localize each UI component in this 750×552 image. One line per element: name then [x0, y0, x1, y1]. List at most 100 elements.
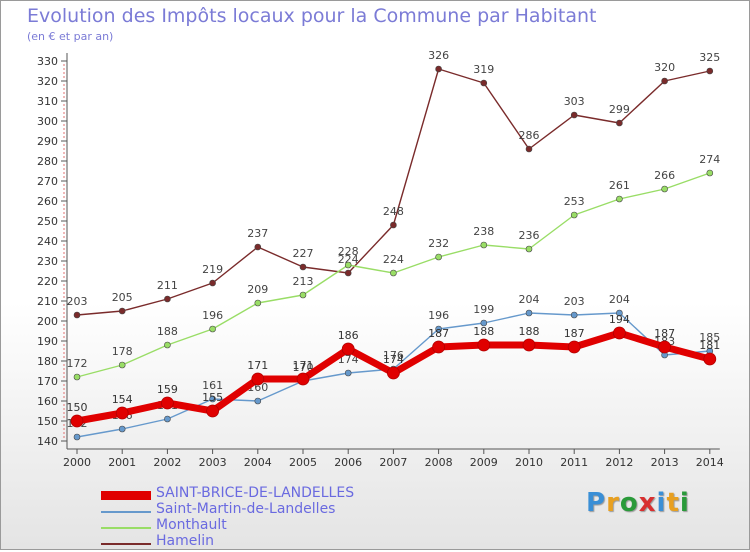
data-point — [209, 279, 216, 287]
data-label: 172 — [67, 357, 88, 370]
y-tick-label: 290 — [37, 135, 58, 148]
y-tick-label: 190 — [37, 335, 58, 348]
y-tick-label: 200 — [37, 315, 58, 328]
y-tick-label: 300 — [37, 115, 58, 128]
data-point — [435, 65, 442, 73]
legend-label-monthault: Monthault — [156, 517, 227, 533]
data-point — [658, 340, 671, 354]
logo-letter: i — [656, 488, 667, 518]
series-hamelin: 203 205 211 219 237 227 224 248 326 319 286 303 299 3… — [67, 49, 720, 319]
data-point — [567, 340, 581, 354]
data-point — [522, 338, 536, 352]
data-point — [118, 425, 126, 433]
data-label: 326 — [428, 49, 449, 62]
data-point — [386, 366, 400, 380]
series-saint-brice-de-landelles: 150 154 159 155 171 171 186 174 187 188 188 187 194 1… — [67, 313, 720, 428]
data-label: 178 — [112, 345, 133, 358]
data-label: 203 — [564, 295, 585, 308]
x-tick-label: 2011 — [560, 456, 588, 469]
x-tick-label: 2012 — [605, 456, 633, 469]
data-label: 199 — [473, 303, 494, 316]
data-point — [432, 340, 446, 354]
y-tick-label: 280 — [37, 155, 58, 168]
data-point — [661, 77, 668, 85]
data-label: 224 — [383, 253, 404, 266]
data-point — [344, 261, 352, 269]
data-point — [525, 145, 533, 153]
data-point — [616, 309, 623, 317]
x-tick-label: 2014 — [696, 456, 724, 469]
legend-swatch-saint-martin — [101, 511, 151, 513]
legend-label-saint-martin: Saint-Martin-de-Landelles — [156, 501, 336, 517]
x-tick-label: 2002 — [153, 456, 181, 469]
data-point — [703, 352, 717, 366]
data-label: 204 — [519, 293, 540, 306]
data-point — [344, 269, 352, 277]
logo-letter: o — [619, 488, 639, 518]
data-point — [73, 373, 81, 381]
data-point — [706, 67, 714, 75]
x-tick-label: 2006 — [334, 456, 362, 469]
y-tick-label: 270 — [37, 175, 58, 188]
data-point — [118, 361, 126, 369]
logo-letter: t — [666, 488, 680, 518]
data-label: 204 — [609, 293, 630, 306]
x-tick-label: 2007 — [379, 456, 407, 469]
y-tick-label: 310 — [37, 95, 58, 108]
data-label: 171 — [293, 359, 314, 372]
data-point — [480, 79, 488, 87]
chart-series: 203 205 211 219 237 227 224 248 326 319 286 303 299 3… — [67, 49, 720, 441]
chart-axes: 140 150 160 170 180 190 200 210 220 230 240 250 260 2… — [37, 53, 724, 469]
data-label: 185 — [699, 331, 720, 344]
data-label: 237 — [247, 227, 268, 240]
data-label: 203 — [67, 295, 88, 308]
data-label: 170 — [293, 361, 314, 374]
data-point — [480, 319, 488, 327]
data-label: 150 — [67, 401, 88, 414]
data-label: 187 — [654, 327, 675, 340]
data-label: 159 — [157, 383, 178, 396]
data-point — [251, 372, 265, 386]
legend-swatch-hamelin — [101, 543, 151, 545]
data-point — [477, 338, 491, 352]
data-point — [344, 369, 352, 377]
data-label: 171 — [247, 359, 268, 372]
data-label: 238 — [473, 225, 494, 238]
proxiti-logo: Proxiti — [586, 488, 690, 518]
data-point — [570, 211, 578, 219]
y-tick-label: 220 — [37, 275, 58, 288]
y-tick-label: 170 — [37, 375, 58, 388]
data-label: 161 — [202, 379, 223, 392]
legend-swatch-monthault — [101, 527, 151, 529]
legend-label-saint-brice: SAINT-BRICE-DE-LANDELLES — [156, 485, 355, 501]
y-tick-label: 230 — [37, 255, 58, 268]
data-point — [480, 241, 488, 249]
data-point — [73, 433, 81, 441]
data-point — [570, 311, 578, 319]
data-label: 181 — [699, 339, 720, 352]
data-point — [296, 372, 310, 386]
data-point — [164, 295, 171, 303]
x-tick-label: 2009 — [470, 456, 498, 469]
data-label: 186 — [338, 329, 359, 342]
data-label: 266 — [654, 169, 675, 182]
data-point — [254, 299, 262, 307]
data-label: 325 — [699, 51, 720, 64]
y-tick-label: 260 — [37, 195, 58, 208]
data-point — [299, 263, 307, 271]
data-label: 320 — [654, 61, 675, 74]
data-label: 227 — [293, 247, 314, 260]
data-label: 248 — [383, 205, 404, 218]
x-tick-label: 2010 — [515, 456, 543, 469]
data-point — [435, 253, 442, 261]
y-tick-label: 150 — [37, 415, 58, 428]
data-label: 188 — [473, 325, 494, 338]
logo-letter: r — [606, 488, 620, 518]
data-point — [390, 269, 397, 277]
y-tick-label: 140 — [37, 435, 58, 448]
x-tick-label: 2005 — [289, 456, 317, 469]
data-label: 155 — [202, 391, 223, 404]
data-label: 188 — [519, 325, 540, 338]
data-label: 194 — [609, 313, 630, 326]
